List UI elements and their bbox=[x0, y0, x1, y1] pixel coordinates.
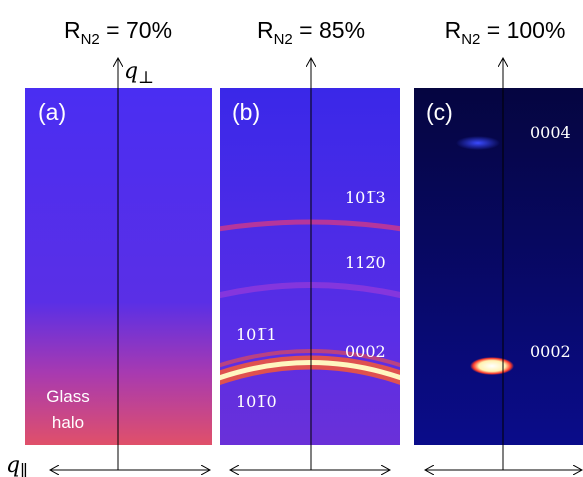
panel-label: (c) bbox=[426, 99, 453, 125]
axis-label: q∥ bbox=[6, 453, 28, 477]
annotation: 0002 bbox=[530, 342, 571, 361]
diffraction-spot bbox=[470, 357, 514, 375]
panel-title: RN2 = 100% bbox=[445, 17, 566, 48]
axis-subscript: ∥ bbox=[20, 462, 28, 477]
annotation: 0004 bbox=[530, 123, 571, 142]
annotation: 101̅0 bbox=[236, 392, 277, 411]
panel-title: RN2 = 70% bbox=[64, 17, 172, 48]
annotation: halo bbox=[52, 413, 84, 432]
title-rest: = 70% bbox=[100, 17, 172, 43]
annotation: Glass bbox=[46, 387, 89, 406]
panel-title: RN2 = 85% bbox=[257, 17, 365, 48]
title-symbol: R bbox=[257, 17, 274, 43]
annotation: 101̅1 bbox=[236, 325, 277, 344]
panel-label: (b) bbox=[232, 99, 260, 125]
title-rest: = 100% bbox=[480, 17, 565, 43]
figure: RN2 = 70% RN2 = 85% RN2 = 100% (a) Glass… bbox=[0, 0, 583, 477]
annotation: 101̅3 bbox=[345, 188, 386, 207]
diffraction-spot bbox=[456, 136, 500, 150]
axis-subscript: ⊥ bbox=[138, 68, 154, 88]
axis-label: q⊥ bbox=[124, 59, 154, 88]
title-subscript: N2 bbox=[274, 31, 293, 48]
panel-label: (a) bbox=[38, 99, 66, 125]
title-symbol: R bbox=[64, 17, 81, 43]
title-subscript: N2 bbox=[81, 31, 100, 48]
annotation: 0002 bbox=[345, 342, 386, 361]
axis-symbol: q bbox=[124, 59, 138, 84]
title-symbol: R bbox=[445, 17, 462, 43]
annotation: 112̅0 bbox=[345, 253, 386, 272]
title-rest: = 85% bbox=[293, 17, 365, 43]
title-subscript: N2 bbox=[461, 31, 480, 48]
axis-symbol: q bbox=[6, 453, 20, 477]
